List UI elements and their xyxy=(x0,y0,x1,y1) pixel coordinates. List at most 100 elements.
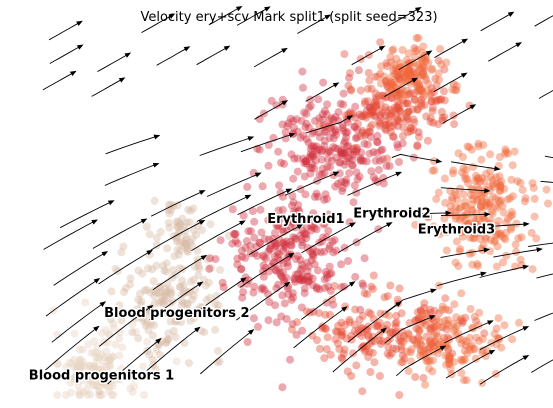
cell-point xyxy=(446,352,454,361)
cell-point xyxy=(331,327,340,336)
cell-point xyxy=(374,225,383,234)
cell-point xyxy=(82,385,91,394)
cell-point xyxy=(329,143,338,152)
cell-point xyxy=(299,131,308,140)
velocity-streamline xyxy=(253,47,288,68)
cell-point xyxy=(495,172,504,181)
cell-point xyxy=(339,100,348,109)
cell-point xyxy=(402,347,411,356)
cell-point xyxy=(194,271,203,280)
cell-point xyxy=(216,236,225,245)
cell-point xyxy=(154,298,163,307)
cell-point xyxy=(77,372,86,381)
cell-point xyxy=(528,265,537,274)
cell-point xyxy=(413,61,422,70)
cell-point xyxy=(371,112,380,121)
velocity-streamline xyxy=(384,315,436,344)
cell-point xyxy=(411,47,420,56)
cell-point xyxy=(324,282,333,291)
cell-point xyxy=(459,190,468,199)
velocity-streamline xyxy=(398,50,433,70)
cell-point xyxy=(326,286,335,295)
cell-point xyxy=(174,223,182,231)
cell-point xyxy=(302,230,311,239)
cell-point xyxy=(296,231,305,240)
cell-point xyxy=(378,155,387,164)
cell-point xyxy=(407,124,415,133)
cell-point xyxy=(289,123,298,132)
cell-point xyxy=(107,287,116,296)
cell-point xyxy=(176,238,184,247)
cell-point xyxy=(473,196,482,205)
cell-point xyxy=(413,142,422,151)
cell-point xyxy=(318,145,327,154)
cell-point xyxy=(330,282,339,290)
cell-point xyxy=(394,90,403,99)
cell-point xyxy=(424,212,433,221)
cell-point xyxy=(162,338,171,347)
cell-point xyxy=(246,241,255,250)
cell-point xyxy=(449,358,458,366)
cell-point xyxy=(381,76,390,85)
cell-point xyxy=(183,247,192,256)
cell-point xyxy=(389,78,398,87)
cell-point xyxy=(480,177,489,186)
cell-point xyxy=(350,327,359,336)
cell-point xyxy=(309,209,318,218)
cell-point xyxy=(333,144,342,153)
cell-point xyxy=(260,235,269,243)
velocity-streamline xyxy=(479,326,530,351)
cell-point xyxy=(98,376,106,385)
cell-point xyxy=(461,201,470,210)
cell-point xyxy=(467,341,476,350)
cell-point xyxy=(499,233,508,242)
cell-point xyxy=(126,280,135,289)
cell-point xyxy=(159,299,168,308)
cell-point xyxy=(148,265,157,274)
cell-point xyxy=(438,305,447,314)
cell-point xyxy=(404,331,413,339)
velocity-streamline xyxy=(444,320,494,344)
cell-point xyxy=(329,115,338,124)
cell-point xyxy=(175,264,184,273)
cell-point xyxy=(484,202,493,211)
cell-point xyxy=(349,147,358,156)
cell-point xyxy=(488,192,497,201)
cell-point xyxy=(515,318,523,327)
cell-point xyxy=(342,175,351,184)
cell-point xyxy=(440,65,449,74)
cell-point xyxy=(427,97,436,106)
cell-point xyxy=(416,336,425,345)
cell-point xyxy=(320,141,329,150)
cell-point xyxy=(367,167,376,176)
velocity-streamline xyxy=(146,326,201,372)
cell-point xyxy=(449,169,457,178)
cell-point xyxy=(97,365,105,374)
velocity-streamline xyxy=(191,220,246,251)
cell-point xyxy=(282,237,291,246)
cell-point xyxy=(486,236,495,244)
cell-point xyxy=(173,245,182,254)
cell-point xyxy=(92,353,101,362)
cell-point xyxy=(354,119,362,128)
cell-point xyxy=(259,272,268,281)
cell-point xyxy=(167,200,176,209)
cell-point xyxy=(441,305,450,314)
cell-point xyxy=(345,73,354,82)
cell-point xyxy=(469,191,478,200)
cell-point xyxy=(345,154,354,163)
cell-point xyxy=(306,163,315,172)
cell-point xyxy=(413,68,422,77)
cell-point xyxy=(416,86,425,95)
cell-point xyxy=(485,223,493,232)
cell-point xyxy=(307,256,316,265)
cell-point xyxy=(78,345,87,354)
cell-point xyxy=(323,155,332,164)
cell-point xyxy=(398,139,407,148)
cell-point xyxy=(320,275,329,284)
cell-point xyxy=(393,122,402,130)
cell-point xyxy=(309,307,318,316)
cell-point xyxy=(272,318,281,327)
cell-point xyxy=(457,228,466,237)
cell-point xyxy=(415,327,424,336)
